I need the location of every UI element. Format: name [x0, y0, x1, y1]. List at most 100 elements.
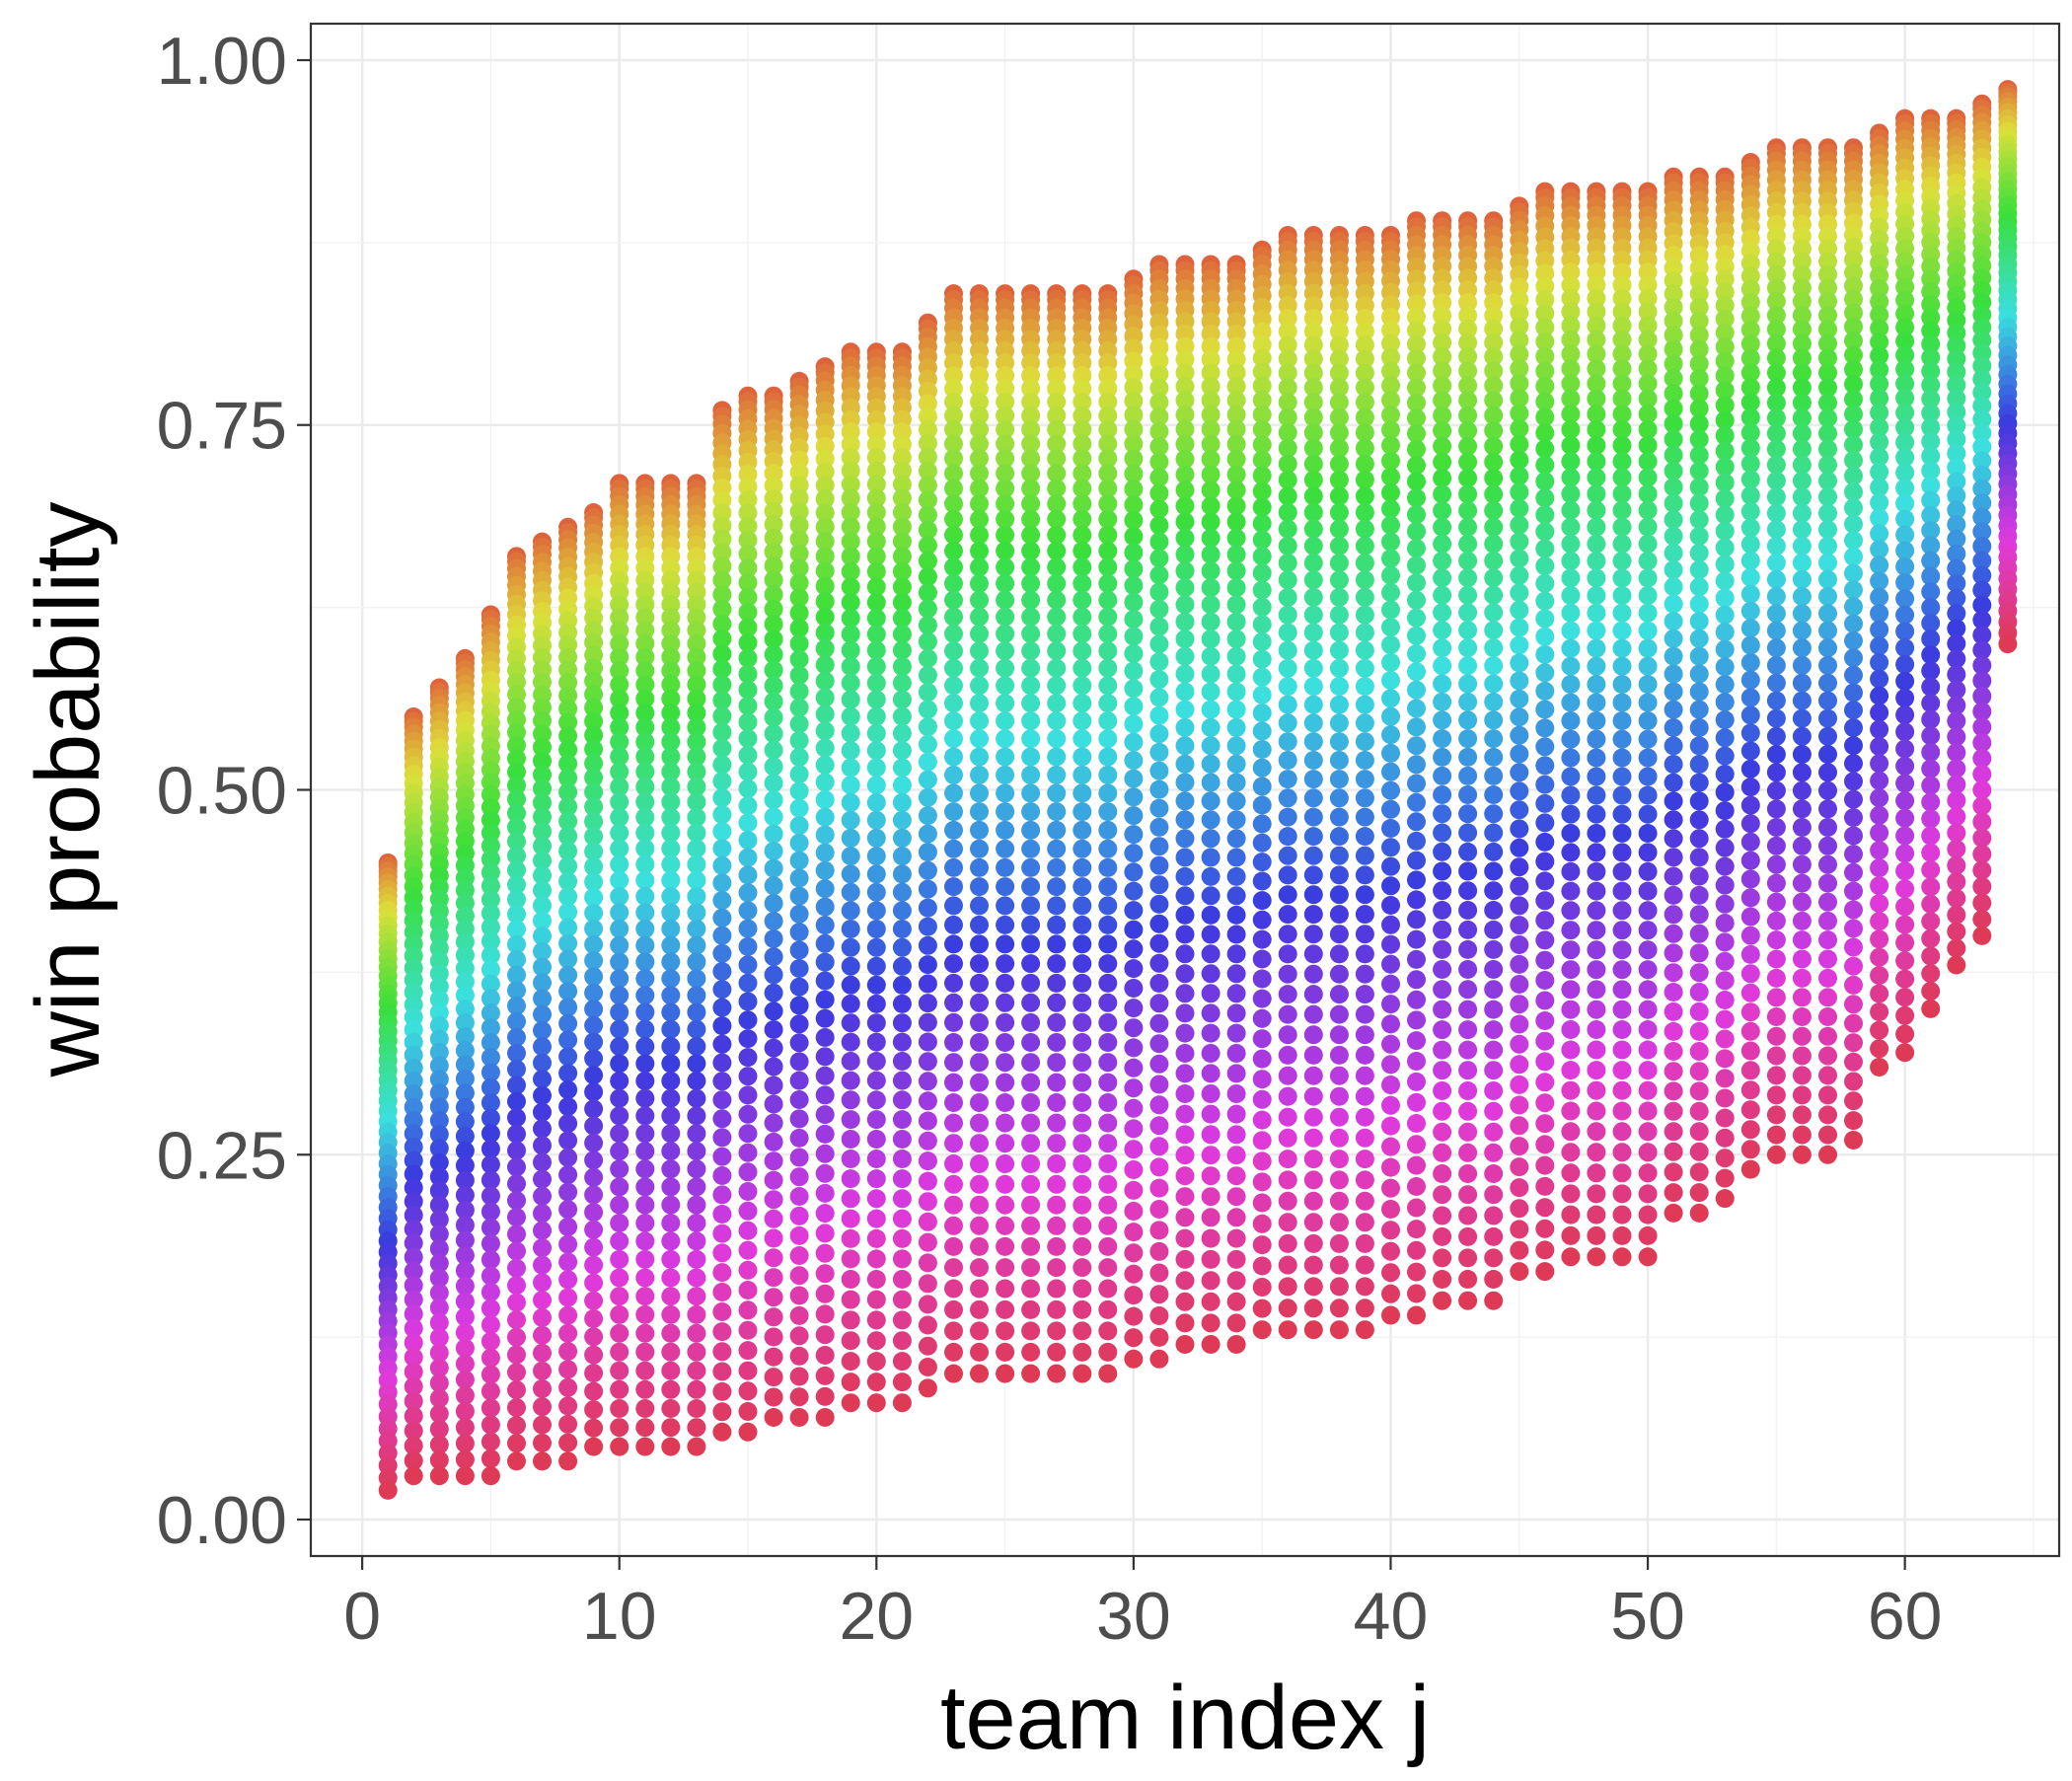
data-point	[1098, 1216, 1118, 1235]
data-point	[1458, 306, 1478, 326]
data-point	[1792, 892, 1812, 912]
data-point	[1226, 391, 1246, 410]
data-point	[1252, 1008, 1272, 1028]
data-point	[1098, 1195, 1118, 1215]
data-point	[1149, 468, 1169, 487]
data-point	[1175, 1249, 1195, 1269]
data-point	[1689, 284, 1709, 304]
data-point	[1484, 1040, 1504, 1060]
data-point	[1381, 1200, 1400, 1219]
data-point	[738, 712, 758, 732]
data-point	[1124, 391, 1144, 410]
data-point	[1329, 658, 1349, 678]
data-point	[944, 494, 963, 513]
data-point	[635, 1088, 655, 1108]
data-point	[1098, 590, 1118, 610]
data-point	[996, 802, 1015, 822]
data-point	[1792, 408, 1812, 428]
data-point	[1535, 971, 1555, 990]
data-point	[533, 1397, 552, 1417]
data-point	[1510, 331, 1529, 350]
data-point	[584, 872, 604, 892]
data-point	[1947, 872, 1966, 892]
data-point	[1381, 896, 1400, 915]
data-point	[1818, 348, 1837, 368]
data-point	[712, 943, 732, 963]
data-point	[1484, 1122, 1504, 1142]
data-point	[1844, 754, 1863, 774]
data-point	[1664, 1002, 1683, 1021]
data-point	[1407, 522, 1426, 541]
data-point	[1715, 971, 1735, 991]
data-point	[1921, 295, 1941, 315]
data-point	[404, 1304, 423, 1324]
data-point	[1047, 973, 1067, 993]
data-point	[1638, 586, 1658, 605]
data-point	[970, 839, 989, 858]
data-point	[1124, 434, 1144, 454]
data-point	[1510, 725, 1529, 745]
data-point	[1561, 484, 1581, 503]
data-point	[1278, 827, 1297, 847]
data-point	[1252, 871, 1272, 891]
data-point	[712, 908, 732, 928]
data-point	[481, 1299, 500, 1318]
data-point	[610, 1214, 629, 1232]
data-point	[866, 1071, 886, 1090]
data-point	[738, 919, 758, 938]
data-point	[481, 1381, 500, 1401]
data-point	[1021, 896, 1041, 916]
data-point	[1407, 378, 1426, 398]
data-point	[1252, 777, 1272, 796]
data-point	[1818, 439, 1837, 459]
data-point	[1612, 1225, 1632, 1245]
data-point	[429, 1195, 449, 1215]
data-point	[1792, 968, 1812, 988]
data-point	[1664, 429, 1683, 449]
data-point	[1458, 1040, 1478, 1060]
data-point	[970, 607, 989, 627]
data-point	[1535, 644, 1555, 664]
data-point	[661, 1019, 681, 1039]
data-point	[1818, 988, 1837, 1007]
data-point	[610, 1231, 629, 1251]
data-point	[1870, 492, 1889, 512]
data-point	[687, 704, 706, 722]
data-point	[1638, 785, 1658, 805]
data-point	[1098, 896, 1118, 916]
data-point	[635, 1268, 655, 1288]
data-point	[1587, 419, 1606, 439]
data-point	[789, 649, 809, 669]
data-point	[687, 1418, 706, 1438]
data-point	[661, 792, 681, 812]
data-point	[1407, 590, 1426, 610]
data-point	[635, 1304, 655, 1324]
data-point	[1561, 901, 1581, 921]
data-point	[1510, 498, 1529, 518]
data-point	[1021, 1236, 1041, 1256]
data-point	[687, 823, 706, 843]
data-point	[1740, 907, 1760, 927]
data-point	[1201, 682, 1221, 702]
data-point	[533, 957, 552, 977]
data-point	[1587, 1205, 1606, 1224]
data-point	[404, 1233, 423, 1253]
data-point	[533, 1070, 552, 1089]
data-point	[481, 1124, 500, 1144]
data-point	[944, 1299, 963, 1319]
data-point	[996, 590, 1015, 610]
data-point	[1226, 925, 1246, 944]
data-point	[584, 1273, 604, 1293]
data-point	[1587, 517, 1606, 537]
data-point	[635, 1418, 655, 1438]
data-point	[1252, 497, 1272, 517]
data-point	[1638, 344, 1658, 364]
data-point	[970, 1195, 989, 1215]
data-point	[1689, 1021, 1709, 1041]
data-point	[1766, 621, 1786, 640]
data-point	[687, 647, 706, 667]
data-point	[1715, 623, 1735, 642]
data-point	[455, 1000, 475, 1019]
data-point	[918, 1151, 937, 1171]
data-point	[1047, 1364, 1067, 1383]
